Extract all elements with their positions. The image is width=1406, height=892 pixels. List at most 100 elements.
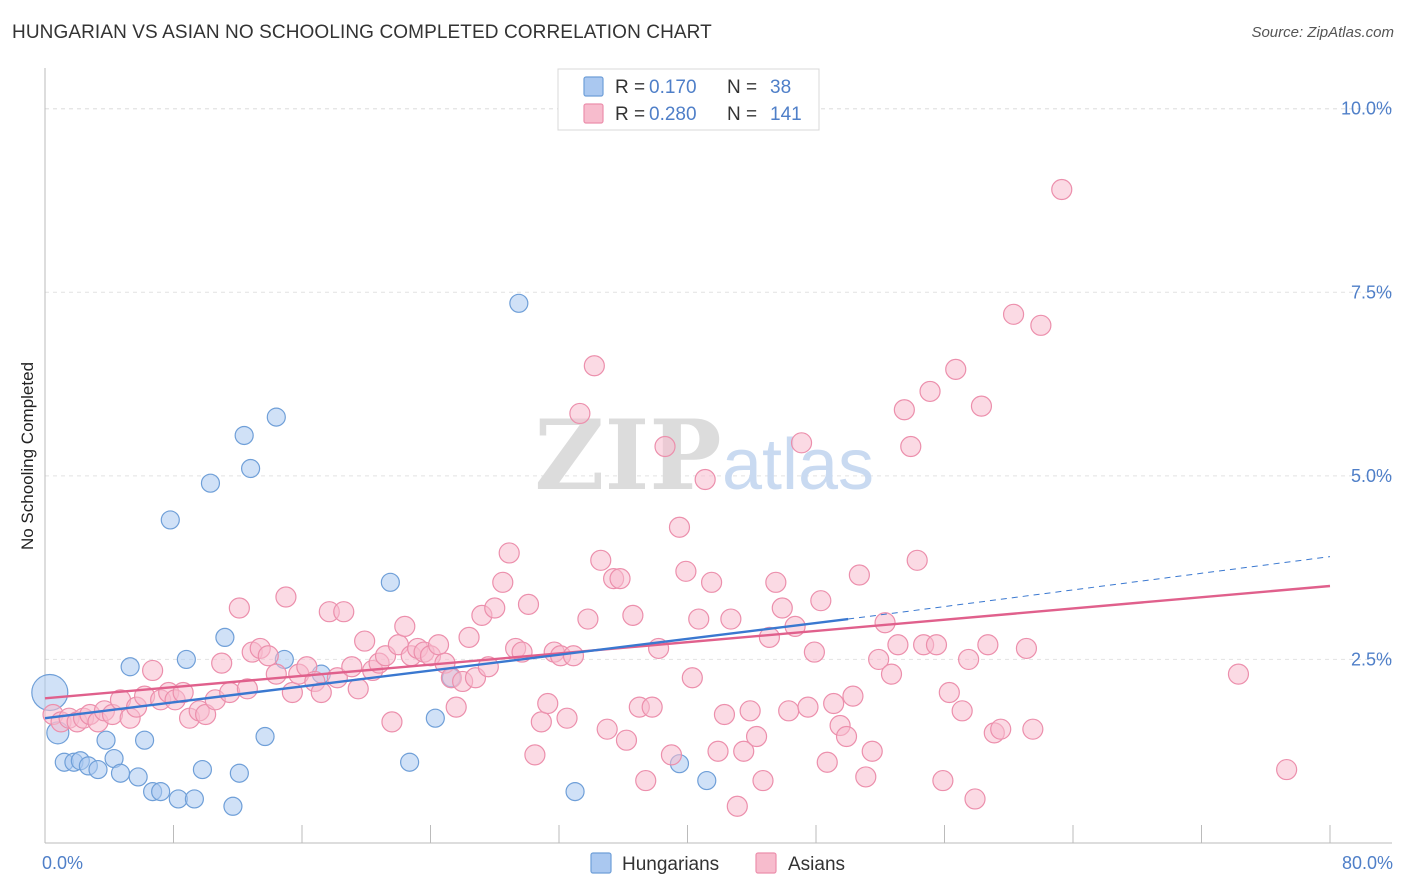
asian-point (1022, 718, 1044, 740)
asian-point (823, 692, 845, 715)
asian-point (1015, 637, 1038, 660)
asian-point (861, 740, 883, 762)
chart-source: Source: ZipAtlas.com (1251, 24, 1394, 41)
stats-legend: R = 0.170 N = 38 R = 0.280 N = 141 (557, 68, 820, 131)
hungarian-point (88, 759, 108, 780)
asian-point (874, 612, 896, 634)
asian-point (211, 652, 233, 674)
n-label: N = (727, 104, 757, 125)
n-label: N = (727, 77, 757, 98)
hungarian-point (223, 796, 243, 816)
asian-point (195, 703, 217, 726)
asian-legend-label: Asians (788, 854, 845, 875)
hungarian-point (425, 708, 445, 728)
hungarian-point (229, 763, 249, 783)
asian-point (700, 571, 723, 593)
hungarian-point (241, 458, 261, 479)
asian-point (524, 744, 546, 766)
hungarian-point (255, 726, 275, 747)
asian-point (880, 663, 903, 685)
y-axis-label: No Schooling Completed (18, 362, 37, 550)
asian-point (577, 608, 599, 630)
hungarian-point (400, 752, 420, 772)
asian-point (281, 681, 303, 704)
hungarian-point (509, 293, 529, 313)
r-value: 0.280 (649, 104, 697, 125)
asian-legend-swatch (755, 852, 777, 874)
hungarian-swatch (583, 76, 604, 97)
asian-point (530, 711, 552, 733)
asian-point (964, 788, 986, 810)
asian-point (919, 380, 941, 403)
hungarian-point (110, 763, 131, 783)
asian-point (394, 615, 416, 637)
asian-point (707, 740, 729, 762)
asian-point (932, 769, 954, 792)
y-tick-label: 7.5% (1351, 282, 1392, 302)
asian-point (556, 707, 578, 729)
asian-point (635, 769, 657, 792)
asian-point (675, 560, 697, 582)
hungarian-trend-line (44, 617, 849, 720)
asian-point (893, 399, 915, 421)
asian-point (1227, 663, 1250, 685)
hungarian-point (380, 572, 400, 592)
asian-point (957, 648, 980, 671)
trend-lines (44, 556, 1331, 720)
asian-swatch (583, 103, 604, 124)
asian-point (310, 681, 332, 704)
asian-trend-line (44, 584, 1331, 700)
asian-point (771, 597, 793, 619)
asian-point (668, 516, 691, 538)
chart-title: HUNGARIAN VS ASIAN NO SCHOOLING COMPLETE… (12, 22, 712, 43)
hungarian-legend-label: Hungarians (622, 854, 719, 875)
asian-point (641, 696, 663, 718)
asian-point (660, 744, 683, 766)
r-label: R = (615, 104, 645, 125)
asian-point (688, 608, 710, 630)
hungarian-point (120, 657, 140, 677)
asian-point (445, 696, 467, 718)
asian-point (1051, 178, 1073, 201)
asian-point (681, 667, 703, 689)
asian-point (758, 626, 781, 649)
hungarian-point (266, 407, 286, 427)
asian-point (720, 608, 742, 630)
hungarian-point (234, 425, 254, 446)
asian-point (855, 766, 877, 788)
asian-point (752, 769, 774, 792)
y-tick-label: 5.0% (1351, 466, 1392, 486)
asian-point (615, 729, 638, 751)
asian-point (887, 634, 909, 656)
asian-point (569, 402, 591, 425)
y-tick-label: 2.5% (1351, 649, 1392, 669)
hungarian-point (128, 767, 148, 787)
asian-point (906, 549, 928, 571)
asian-point (333, 601, 355, 623)
asian-point (1030, 314, 1052, 336)
hungarian-point (565, 781, 585, 802)
hungarian-point (200, 473, 221, 493)
asian-point (275, 586, 297, 608)
asian-point (609, 568, 631, 590)
asian-point (257, 645, 279, 667)
asian-point (970, 395, 993, 417)
asian-point (354, 630, 376, 652)
asian-point (341, 656, 363, 678)
asian-point (778, 700, 800, 722)
x-tick-label: 80.0% (1342, 853, 1393, 873)
hungarian-point (192, 759, 213, 780)
x-tick-label: 0.0% (42, 853, 83, 873)
asian-point (381, 711, 403, 733)
asian-point (803, 641, 825, 663)
hungarian-point (176, 649, 196, 670)
asian-point (517, 593, 540, 615)
asian-point (868, 648, 890, 671)
hungarian-point (151, 781, 171, 802)
asian-point (583, 355, 605, 377)
hungarian-trend-extension (848, 556, 1331, 620)
watermark-zip: ZIP (534, 399, 721, 512)
asian-point (654, 435, 676, 458)
asian-point (745, 725, 768, 748)
